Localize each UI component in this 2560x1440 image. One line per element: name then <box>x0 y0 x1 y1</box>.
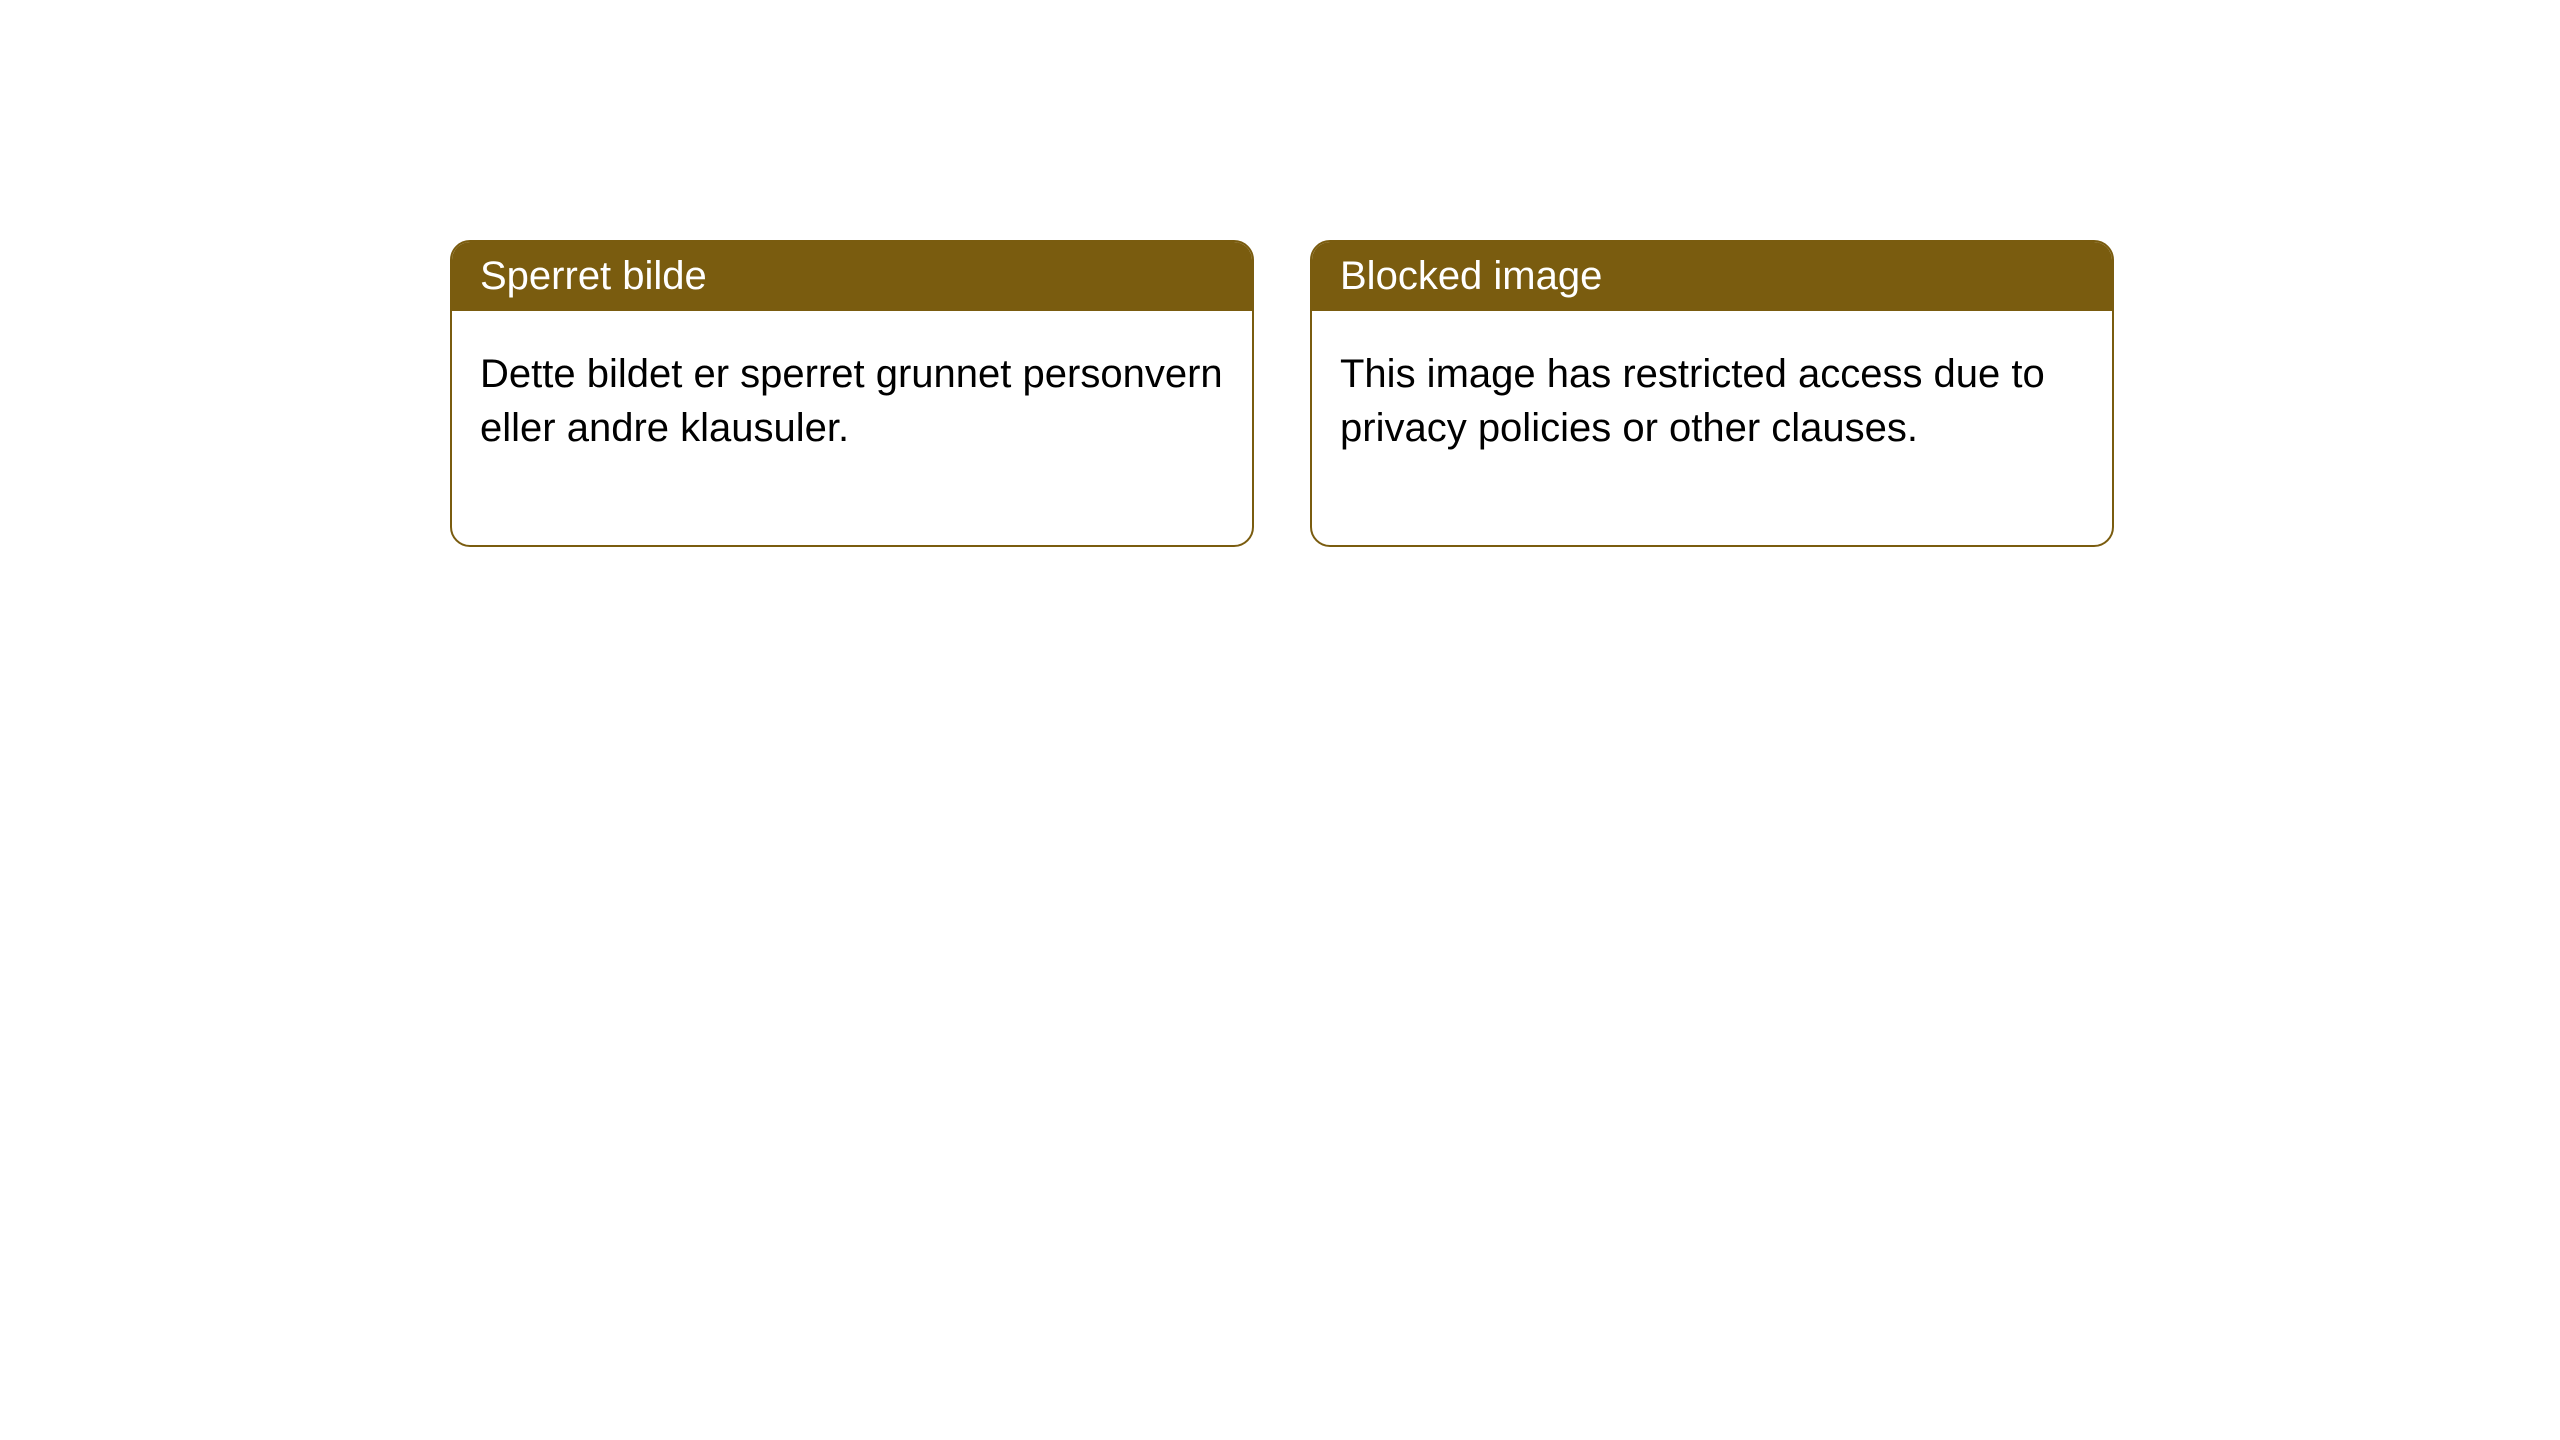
notice-card-norwegian: Sperret bilde Dette bildet er sperret gr… <box>450 240 1254 547</box>
card-header-norwegian: Sperret bilde <box>452 242 1252 311</box>
notice-card-english: Blocked image This image has restricted … <box>1310 240 2114 547</box>
notice-cards-container: Sperret bilde Dette bildet er sperret gr… <box>450 240 2114 547</box>
card-body-english: This image has restricted access due to … <box>1312 311 2112 545</box>
card-header-english: Blocked image <box>1312 242 2112 311</box>
card-body-norwegian: Dette bildet er sperret grunnet personve… <box>452 311 1252 545</box>
